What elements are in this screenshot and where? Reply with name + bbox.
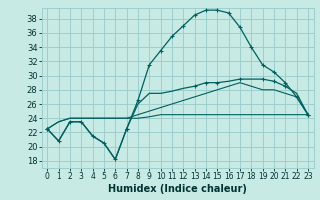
X-axis label: Humidex (Indice chaleur): Humidex (Indice chaleur)	[108, 184, 247, 194]
